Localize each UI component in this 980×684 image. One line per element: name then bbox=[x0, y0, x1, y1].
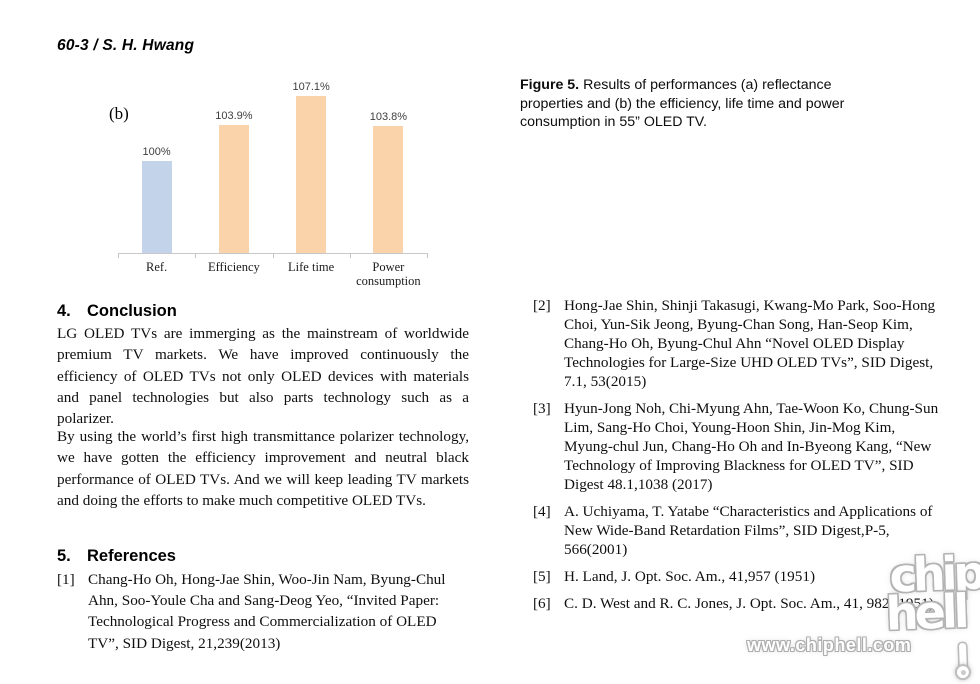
references-list-right: [2] Hong-Jae Shin, Shinji Takasugi, Kwang… bbox=[533, 296, 941, 621]
chart-bar-group: 107.1% bbox=[273, 72, 350, 253]
chart-bar-group: 103.9% bbox=[195, 72, 272, 253]
reference-item: [3] Hyun-Jong Noh, Chi-Myung Ahn, Tae-Woo… bbox=[533, 399, 941, 494]
chart-bar-group: 103.8% bbox=[350, 72, 427, 253]
reference-number: [3] bbox=[533, 400, 551, 417]
reference-number: [1] bbox=[57, 571, 75, 588]
references-heading-number: 5. bbox=[57, 547, 71, 565]
figure-caption-text: Results of performances (a) reflectance … bbox=[520, 77, 845, 131]
reference-item: [1] Chang-Ho Oh, Hong-Jae Shin, Woo-Jin N… bbox=[57, 569, 469, 654]
bar bbox=[296, 96, 327, 253]
conclusion-heading-title: Conclusion bbox=[87, 302, 177, 320]
reference-item: [4] A. Uchiyama, T. Yatabe “Characteristi… bbox=[533, 502, 941, 559]
bar bbox=[373, 126, 404, 253]
chart-bar-group: 100% bbox=[118, 72, 195, 253]
chart-plot-area: 100% 103.9% 107.1% 103.8% bbox=[118, 72, 427, 253]
bar-category-label: Power consumption bbox=[356, 260, 421, 288]
reference-item: [5] H. Land, J. Opt. Soc. Am., 41,957 (19… bbox=[533, 567, 941, 586]
conclusion-paragraph-2: By using the world’s first high transmit… bbox=[57, 428, 469, 509]
bar-category-label: Ref. bbox=[146, 260, 168, 274]
bar-value-label: 100% bbox=[142, 146, 171, 158]
reference-text: Hong-Jae Shin, Shinji Takasugi, Kwang-Mo… bbox=[564, 297, 936, 390]
bar bbox=[218, 125, 249, 253]
reference-number: [5] bbox=[533, 568, 551, 585]
references-heading-title: References bbox=[87, 547, 176, 565]
reference-item: [6] C. D. West and R. C. Jones, J. Opt. S… bbox=[533, 594, 941, 613]
bar-value-label: 103.9% bbox=[215, 110, 253, 122]
chart-category-labels: Ref. Efficiency Life time Power consumption bbox=[118, 260, 427, 288]
reference-text: C. D. West and R. C. Jones, J. Opt. Soc.… bbox=[564, 595, 934, 612]
references-heading: 5. References bbox=[57, 547, 176, 566]
reference-text: H. Land, J. Opt. Soc. Am., 41,957 (1951) bbox=[564, 568, 816, 585]
reference-text: Hyun-Jong Noh, Chi-Myung Ahn, Tae-Woon K… bbox=[564, 400, 939, 493]
figure-caption: Figure 5. Results of performances (a) re… bbox=[520, 76, 944, 132]
conclusion-heading: 4. Conclusion bbox=[57, 302, 177, 321]
axis-tick bbox=[195, 254, 196, 258]
chart-x-axis bbox=[118, 253, 428, 254]
reference-text: Chang-Ho Oh, Hong-Jae Shin, Woo-Jin Nam,… bbox=[88, 571, 446, 652]
conclusion-paragraph-1: LG OLED TVs are immerging as the mainstr… bbox=[57, 325, 469, 428]
axis-tick bbox=[350, 254, 351, 258]
reference-number: [2] bbox=[533, 297, 551, 314]
axis-tick bbox=[427, 254, 428, 258]
figure-5b-chart: (b) 100% 103.9% 107.1% 103.8% Ref. Efficienc… bbox=[57, 72, 469, 294]
axis-tick bbox=[273, 254, 274, 258]
reference-number: [6] bbox=[533, 595, 551, 612]
chiphell-logo-pad bbox=[954, 663, 972, 681]
watermark-url: www.chiphell.com bbox=[747, 635, 912, 655]
bar-category-label: Life time bbox=[288, 260, 335, 274]
figure-caption-number: Figure 5. bbox=[520, 77, 580, 93]
conclusion-heading-number: 4. bbox=[57, 302, 71, 320]
bar-value-label: 107.1% bbox=[292, 81, 330, 93]
page-header: 60-3 / S. H. Hwang bbox=[57, 37, 195, 54]
chart-panel-label: (b) bbox=[109, 104, 129, 123]
axis-tick bbox=[118, 254, 119, 258]
reference-item: [2] Hong-Jae Shin, Shinji Takasugi, Kwang… bbox=[533, 296, 941, 391]
chiphell-logo: chip hell bbox=[884, 545, 980, 683]
bar-value-label: 103.8% bbox=[369, 111, 408, 123]
reference-number: [4] bbox=[533, 503, 551, 520]
bar bbox=[141, 161, 172, 253]
references-list-left: [1] Chang-Ho Oh, Hong-Jae Shin, Woo-Jin N… bbox=[57, 569, 469, 662]
bar-category-label: Efficiency bbox=[207, 260, 260, 274]
reference-text: A. Uchiyama, T. Yatabe “Characteristics … bbox=[564, 503, 933, 558]
